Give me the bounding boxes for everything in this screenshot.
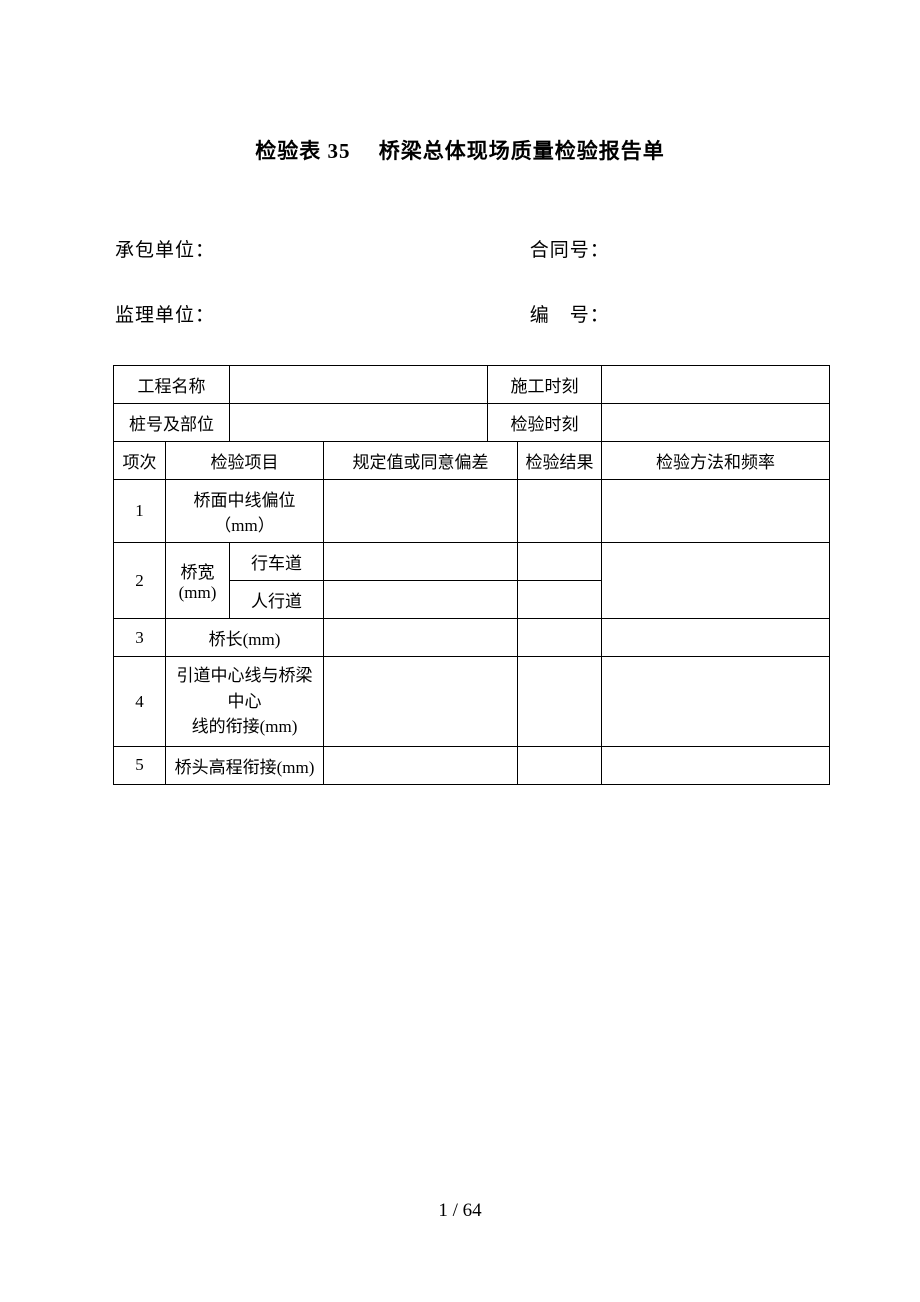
meta-supervisor: 监理单位：: [115, 300, 473, 327]
meta-contract-no: 合同号：: [530, 235, 830, 262]
row1-method: [602, 480, 830, 543]
page-current: 1: [438, 1200, 448, 1221]
row4-idx: 4: [114, 657, 166, 747]
table-row-5: 5 桥头高程衔接(mm): [114, 746, 830, 784]
meta-row-2: 监理单位： 编 号：: [115, 300, 830, 327]
row2-method: [602, 543, 830, 619]
serial-no-label: 编 号：: [530, 305, 610, 326]
pile-location-label: 桩号及部位: [114, 404, 230, 442]
col-item: 检验项目: [166, 442, 324, 480]
inspection-time-label: 检验时刻: [488, 404, 602, 442]
construction-time-label: 施工时刻: [488, 366, 602, 404]
inspection-table: 工程名称 施工时刻 桩号及部位 检验时刻 项次 检验项目 规定值或同意偏差 检验…: [113, 365, 830, 785]
row3-spec: [324, 619, 518, 657]
row3-idx: 3: [114, 619, 166, 657]
meta-serial-no: 编 号：: [530, 300, 830, 327]
row3-method: [602, 619, 830, 657]
row3-result: [518, 619, 602, 657]
construction-time-value: [602, 366, 830, 404]
row1-result: [518, 480, 602, 543]
table-row-3: 3 桥长(mm): [114, 619, 830, 657]
row5-result: [518, 746, 602, 784]
pile-location-value: [230, 404, 488, 442]
project-name-value: [230, 366, 488, 404]
contract-no-label: 合同号：: [530, 240, 610, 261]
table-header-row-1: 工程名称 施工时刻: [114, 366, 830, 404]
row3-item: 桥长(mm): [166, 619, 324, 657]
col-idx: 项次: [114, 442, 166, 480]
table-row-1: 1 桥面中线偏位（mm）: [114, 480, 830, 543]
table-row-2a: 2 桥宽 (mm) 行车道: [114, 543, 830, 581]
row4-result: [518, 657, 602, 747]
row2b-spec: [324, 581, 518, 619]
row2-sub1: 行车道: [230, 543, 324, 581]
table-header-row-2: 桩号及部位 检验时刻: [114, 404, 830, 442]
row2-sub2: 人行道: [230, 581, 324, 619]
row2a-spec: [324, 543, 518, 581]
row2-group: 桥宽 (mm): [166, 543, 230, 619]
row5-item: 桥头高程衔接(mm): [166, 746, 324, 784]
meta-row-1: 承包单位： 合同号：: [115, 235, 830, 262]
page-title: 检验表 35 桥梁总体现场质量检验报告单: [0, 0, 920, 235]
row1-idx: 1: [114, 480, 166, 543]
contractor-label: 承包单位：: [115, 240, 215, 261]
meta-section: 承包单位： 合同号： 监理单位： 编 号：: [0, 235, 920, 327]
page-sep: /: [448, 1200, 463, 1221]
row5-idx: 5: [114, 746, 166, 784]
row2a-result: [518, 543, 602, 581]
meta-contractor: 承包单位：: [115, 235, 473, 262]
row2-group-unit: (mm): [179, 583, 217, 602]
col-method: 检验方法和频率: [602, 442, 830, 480]
row5-spec: [324, 746, 518, 784]
row1-item: 桥面中线偏位（mm）: [166, 480, 324, 543]
row1-spec: [324, 480, 518, 543]
page-footer: 1 / 64: [0, 1200, 920, 1222]
supervisor-label: 监理单位：: [115, 305, 215, 326]
inspection-table-container: 工程名称 施工时刻 桩号及部位 检验时刻 项次 检验项目 规定值或同意偏差 检验…: [0, 365, 920, 785]
row2-group-label: 桥宽: [181, 563, 215, 582]
col-result: 检验结果: [518, 442, 602, 480]
row5-method: [602, 746, 830, 784]
row2-idx: 2: [114, 543, 166, 619]
row4-item: 引道中心线与桥梁中心 线的衔接(mm): [166, 657, 324, 747]
table-row-4: 4 引道中心线与桥梁中心 线的衔接(mm): [114, 657, 830, 747]
row4-line2: 线的衔接(mm): [192, 717, 298, 736]
inspection-time-value: [602, 404, 830, 442]
page-total: 64: [463, 1200, 482, 1221]
project-name-label: 工程名称: [114, 366, 230, 404]
row2b-result: [518, 581, 602, 619]
row4-method: [602, 657, 830, 747]
table-column-header: 项次 检验项目 规定值或同意偏差 检验结果 检验方法和频率: [114, 442, 830, 480]
row4-line1: 引道中心线与桥梁中心: [177, 666, 313, 711]
col-spec: 规定值或同意偏差: [324, 442, 518, 480]
row4-spec: [324, 657, 518, 747]
